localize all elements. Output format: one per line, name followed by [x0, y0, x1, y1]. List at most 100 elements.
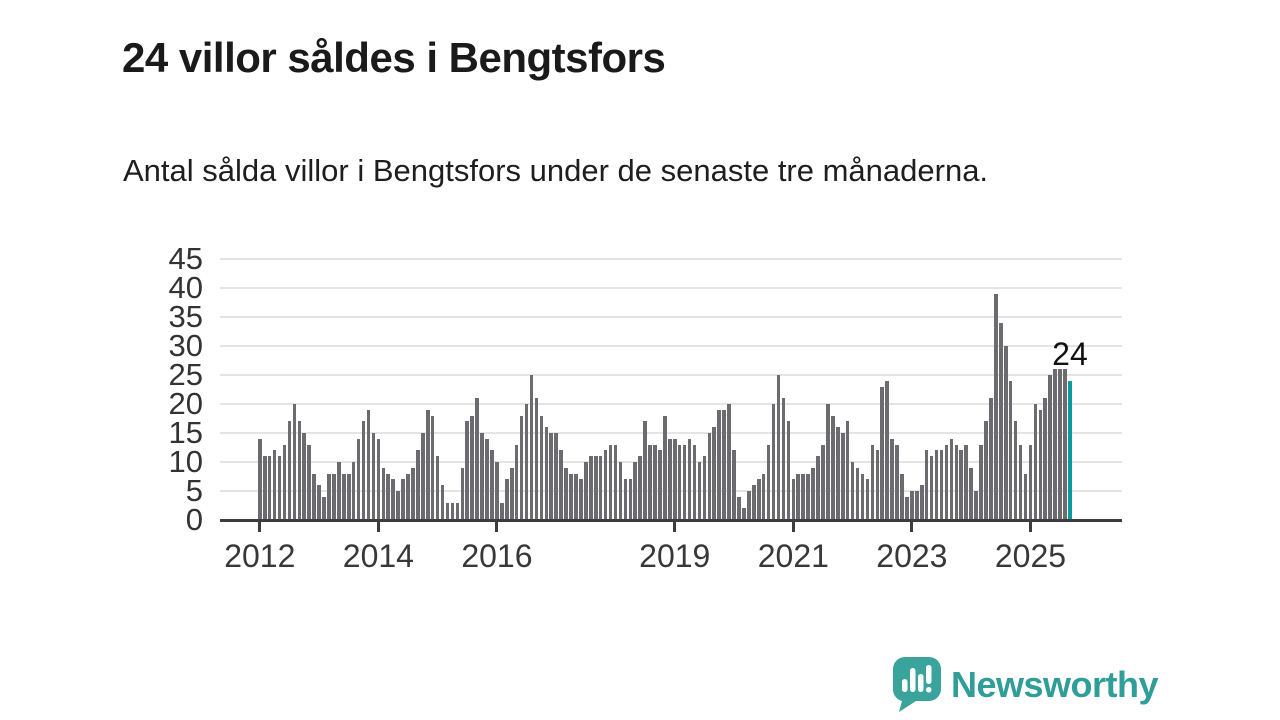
bar: [317, 485, 321, 520]
bar: [332, 473, 336, 520]
bar: [598, 456, 603, 520]
bar: [1028, 444, 1033, 520]
x-tick: [791, 522, 795, 532]
bar: [613, 444, 618, 520]
bar: [514, 444, 519, 520]
bar: [900, 473, 904, 520]
logo-bar-tall: [909, 668, 916, 692]
x-tick: [376, 522, 380, 532]
bar: [643, 421, 647, 520]
bar: [307, 444, 311, 520]
x-tick: [258, 522, 262, 532]
y-axis-label: 5: [185, 473, 203, 508]
bar: [262, 456, 267, 520]
bar: [579, 479, 583, 520]
highlight-bar: [1068, 380, 1072, 520]
y-grid-line: [220, 403, 1122, 405]
y-axis-label: 45: [168, 241, 203, 276]
x-tick-label: 2025: [994, 538, 1067, 574]
x-tick-label: 2023: [876, 538, 948, 574]
bar: [337, 462, 341, 520]
y-grid-line: [220, 345, 1122, 347]
bar: [287, 421, 292, 520]
bar: [677, 444, 682, 520]
bar: [490, 450, 494, 520]
logo-exclamation-dot: [925, 687, 932, 693]
x-tick-label: 2014: [342, 538, 414, 574]
bar: [618, 462, 623, 520]
x-tick: [1028, 522, 1032, 532]
bar: [312, 473, 316, 520]
bar: [954, 444, 959, 520]
bar: [485, 438, 489, 520]
bar: [895, 444, 899, 520]
bar: [480, 433, 484, 520]
x-tick: [910, 522, 914, 532]
y-axis-label: 25: [168, 357, 203, 392]
highlight-value-label: 24: [1052, 335, 1088, 372]
bar: [534, 398, 539, 520]
y-axis-label: 40: [168, 270, 203, 305]
bar: [381, 467, 386, 520]
bar: [588, 456, 593, 520]
bar: [959, 450, 964, 520]
bar: [465, 421, 470, 520]
bar: [475, 398, 479, 520]
bar: [416, 450, 420, 520]
bar: [574, 473, 578, 520]
bar: [401, 479, 405, 520]
bar: [994, 293, 998, 520]
bar: [1023, 473, 1028, 520]
bar: [569, 473, 573, 520]
bar: [964, 444, 968, 520]
bar: [425, 409, 430, 520]
bar: [361, 421, 366, 520]
bar: [702, 456, 707, 520]
bar: [633, 462, 638, 520]
bar: [979, 444, 983, 520]
bar: [826, 404, 830, 520]
bar: [944, 444, 949, 520]
bar: [1063, 369, 1067, 520]
bar: [727, 404, 731, 520]
bar: [806, 473, 810, 520]
bar: [445, 502, 450, 520]
bar: [292, 404, 297, 520]
bar: [495, 462, 499, 520]
bar: [791, 479, 796, 520]
bar: [272, 450, 277, 520]
bar: [519, 415, 524, 520]
bar: [707, 433, 712, 520]
y-grid-line: [220, 374, 1122, 376]
x-tick-label: 2019: [639, 538, 711, 574]
bar: [1043, 398, 1048, 520]
bar: [939, 450, 944, 520]
bar: [623, 479, 628, 520]
bar: [1033, 404, 1038, 520]
bar: [732, 450, 736, 520]
bar: [406, 473, 410, 520]
logo-bar-small: [901, 679, 908, 692]
bar: [593, 456, 598, 520]
bar: [712, 427, 717, 520]
y-axis-label: 20: [168, 386, 203, 421]
bar: [855, 467, 860, 520]
bar: [989, 398, 993, 520]
bar: [341, 473, 346, 520]
x-tick: [495, 522, 499, 532]
bar: [524, 404, 529, 520]
bar: [608, 444, 613, 520]
bar: [327, 473, 331, 520]
bar: [801, 473, 805, 520]
bar: [761, 473, 766, 520]
bar: [505, 479, 509, 520]
bar: [1038, 409, 1043, 520]
bar: [821, 444, 825, 520]
bar: [658, 450, 662, 520]
bar: [835, 427, 840, 520]
x-axis-line: [220, 519, 1122, 522]
bar: [929, 456, 934, 520]
bar: [1058, 369, 1062, 520]
bar: [450, 502, 455, 520]
